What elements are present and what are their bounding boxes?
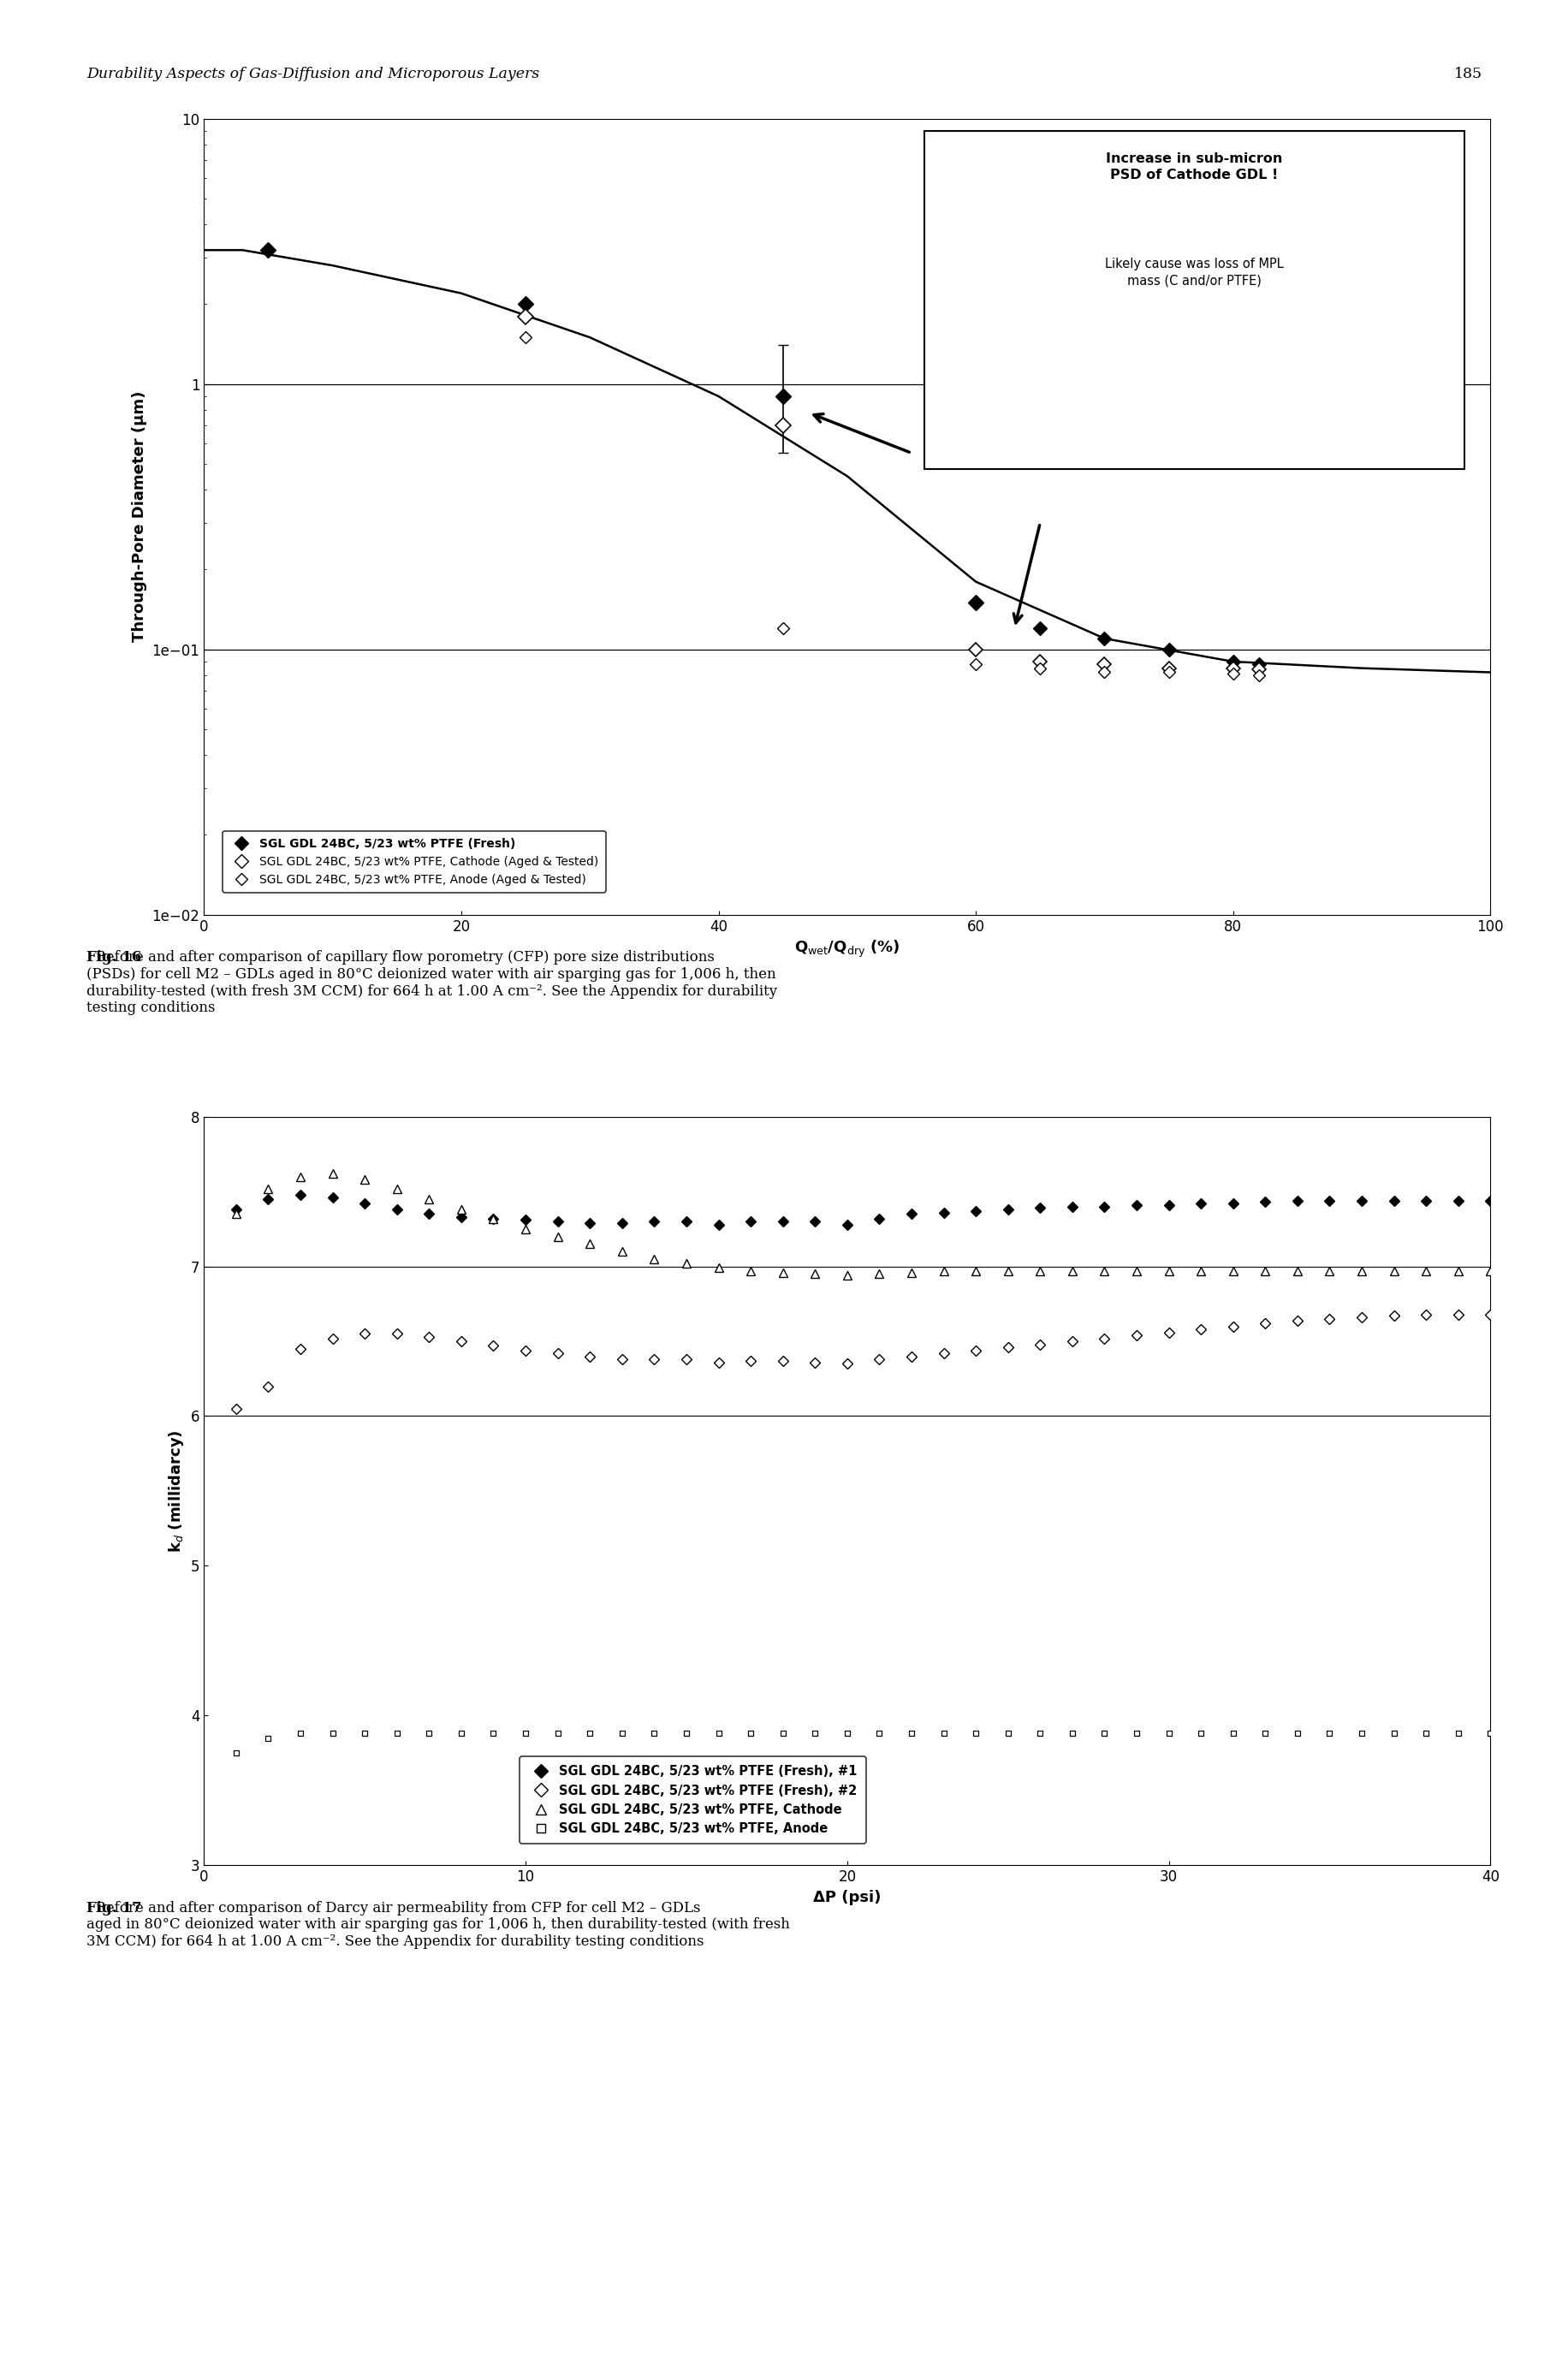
Text: Durability Aspects of Gas-Diffusion and Microporous Layers: Durability Aspects of Gas-Diffusion and … xyxy=(86,67,539,81)
X-axis label: ΔP (psi): ΔP (psi) xyxy=(812,1889,881,1906)
Text: Before and after comparison of capillary flow porometry (CFP) pore size distribu: Before and after comparison of capillary… xyxy=(86,950,776,1015)
Legend: SGL GDL 24BC, 5/23 wt% PTFE (Fresh), #1, SGL GDL 24BC, 5/23 wt% PTFE (Fresh), #2: SGL GDL 24BC, 5/23 wt% PTFE (Fresh), #1,… xyxy=(519,1756,866,1844)
Text: Fig. 17: Fig. 17 xyxy=(86,1901,141,1915)
Text: 185: 185 xyxy=(1454,67,1482,81)
X-axis label: Q$_{\rm wet}$/Q$_{\rm dry}$ (%): Q$_{\rm wet}$/Q$_{\rm dry}$ (%) xyxy=(793,939,900,960)
Text: Fig. 16: Fig. 16 xyxy=(86,950,141,965)
Bar xyxy=(924,131,1465,468)
Text: Likely cause was loss of MPL
mass (C and/or PTFE): Likely cause was loss of MPL mass (C and… xyxy=(1104,257,1283,287)
Legend: SGL GDL 24BC, 5/23 wt% PTFE (Fresh), SGL GDL 24BC, 5/23 wt% PTFE, Cathode (Aged : SGL GDL 24BC, 5/23 wt% PTFE (Fresh), SGL… xyxy=(223,832,605,893)
Y-axis label: k$_d$ (millidarcy): k$_d$ (millidarcy) xyxy=(168,1430,187,1552)
Text: Increase in sub-micron
PSD of Cathode GDL !: Increase in sub-micron PSD of Cathode GD… xyxy=(1105,152,1283,181)
Y-axis label: Through-Pore Diameter (μm): Through-Pore Diameter (μm) xyxy=(132,392,147,642)
Text: Before and after comparison of Darcy air permeability from CFP for cell M2 – GDL: Before and after comparison of Darcy air… xyxy=(86,1901,789,1948)
